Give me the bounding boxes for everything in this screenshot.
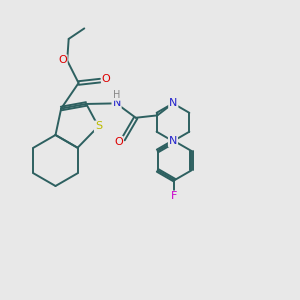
Text: O: O [58, 55, 67, 65]
Text: S: S [95, 122, 102, 131]
Text: O: O [114, 137, 123, 147]
Text: H: H [113, 90, 120, 100]
Text: N: N [112, 98, 121, 108]
Text: N: N [169, 136, 177, 146]
Text: N: N [169, 98, 178, 108]
Text: F: F [171, 191, 178, 201]
Text: O: O [102, 74, 111, 84]
